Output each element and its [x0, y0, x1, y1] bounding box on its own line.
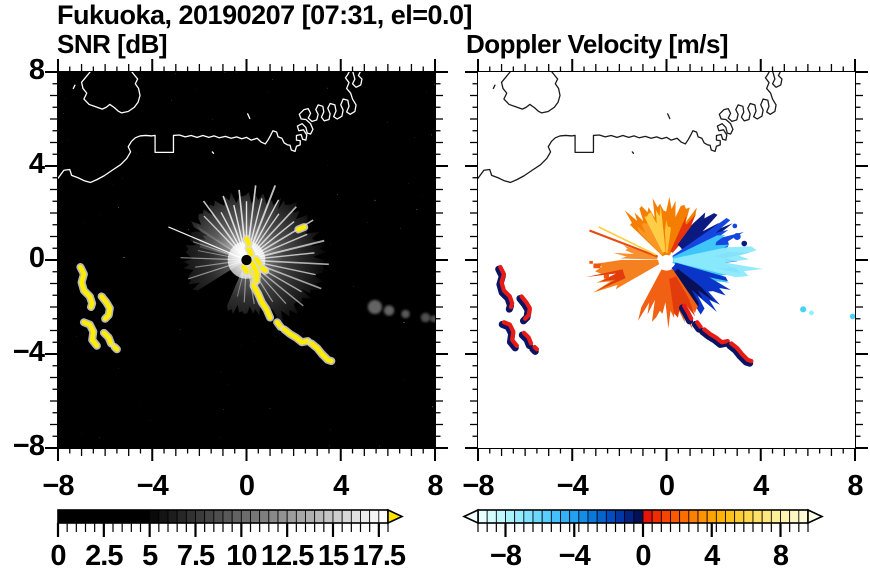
- snr-clutter: [76, 223, 336, 366]
- x-tick-label: 4: [333, 470, 349, 502]
- colorbar-tick-label: −4: [558, 540, 591, 570]
- colorbar-tick-label: 2.5: [85, 540, 123, 570]
- x-tick-label: −4: [136, 470, 169, 502]
- colorbar-tick-label: 5: [142, 540, 158, 570]
- velocity-specks: [800, 306, 855, 320]
- y-tick-label: 8: [28, 54, 45, 86]
- colorbar-tick-label: 10: [226, 540, 257, 570]
- x-tick-label: 4: [753, 470, 769, 502]
- doppler-map-panel: [478, 72, 855, 448]
- y-tick-label: −4: [12, 336, 45, 368]
- doppler-panel-title: Doppler Velocity [m/s]: [466, 29, 729, 59]
- colorbar-tick-label: 4: [704, 540, 720, 570]
- x-tick-label: 8: [427, 470, 443, 502]
- snr-map: [58, 72, 435, 448]
- colorbar-tick-label: 15: [317, 540, 349, 570]
- doppler-map: [478, 72, 855, 448]
- colorbar-tick-label: 8: [772, 540, 789, 570]
- colorbar-tick-label: 17.5: [352, 540, 406, 570]
- x-tick-label: 8: [847, 470, 863, 502]
- y-tick-label: 4: [28, 148, 45, 180]
- snr-smudges: [367, 299, 435, 323]
- colorbar-tick-label: 0: [635, 540, 651, 570]
- figure-title: Fukuoka, 20190207 [07:31, el=0.0]: [57, 0, 473, 30]
- x-tick-label: −4: [556, 470, 589, 502]
- velocity-ships: [495, 264, 754, 367]
- snr-map-panel: [58, 72, 435, 448]
- colorbar-tick-label: 12.5: [260, 540, 314, 570]
- colorbar-tick-label: 0: [50, 540, 66, 570]
- x-tick-label: 0: [658, 470, 675, 502]
- x-tick-label: −8: [462, 470, 494, 502]
- y-tick-label: 0: [28, 242, 45, 274]
- colorbar-tick-label: −8: [489, 540, 522, 570]
- y-tick-label: −8: [12, 430, 45, 462]
- colorbar-tick-label: 7.5: [176, 540, 215, 570]
- x-tick-label: −8: [42, 470, 74, 502]
- x-tick-label: 0: [238, 470, 255, 502]
- snr-panel-title: SNR [dB]: [57, 29, 168, 59]
- velocity-blobs: [585, 197, 764, 329]
